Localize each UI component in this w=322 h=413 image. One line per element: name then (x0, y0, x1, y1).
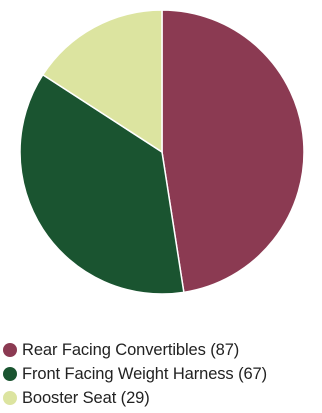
legend-item-0[interactable]: Rear Facing Convertibles (87) (3, 338, 322, 362)
pie-chart (19, 9, 305, 295)
chart-legend: Rear Facing Convertibles (87) Front Facin… (3, 338, 322, 410)
legend-label: Booster Seat (29) (22, 388, 150, 407)
legend-marker-icon (3, 391, 17, 405)
legend-label: Rear Facing Convertibles (87) (22, 340, 240, 359)
pie-slice-0[interactable] (161, 9, 305, 294)
legend-label: Front Facing Weight Harness (67) (22, 364, 268, 383)
pie-slice-2[interactable] (42, 9, 163, 153)
legend-marker-icon (3, 367, 17, 381)
legend-marker-icon (3, 343, 17, 357)
legend-item-1[interactable]: Front Facing Weight Harness (67) (3, 362, 322, 386)
legend-item-2[interactable]: Booster Seat (29) (3, 386, 322, 410)
pie-slice-1[interactable] (19, 74, 185, 295)
